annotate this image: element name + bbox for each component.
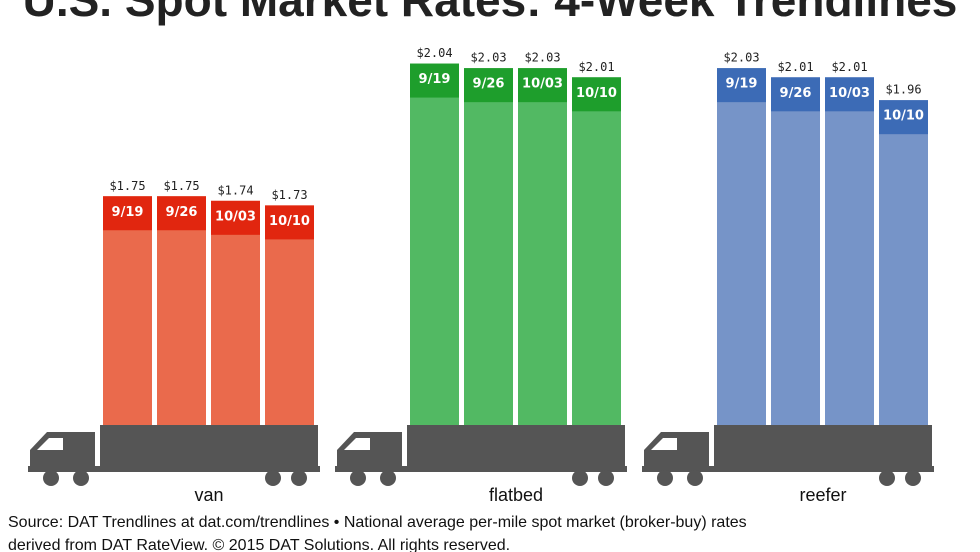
date-band: [518, 68, 567, 103]
truck-cab: [337, 432, 402, 470]
bar: [825, 77, 874, 426]
cab-window: [344, 438, 370, 450]
wheel: [350, 470, 366, 486]
value-label: $2.01: [831, 60, 867, 74]
bar: [717, 68, 766, 426]
value-label: $2.03: [470, 51, 506, 65]
date-label: 9/26: [780, 86, 812, 101]
bar: [572, 77, 621, 426]
date-label: 10/10: [883, 109, 924, 124]
truck-cab: [644, 432, 709, 470]
cab-window: [651, 438, 677, 450]
date-label: 9/19: [112, 205, 144, 220]
bar: [771, 77, 820, 426]
bar: [103, 196, 152, 425]
value-label: $1.74: [217, 183, 253, 197]
date-label: 9/26: [166, 205, 198, 220]
wheel: [572, 470, 588, 486]
bar: [464, 68, 513, 426]
date-label: 10/03: [829, 86, 870, 101]
date-label: 9/19: [419, 72, 451, 87]
bar: [410, 63, 459, 425]
value-label: $2.01: [578, 60, 614, 74]
wheel: [905, 470, 921, 486]
wheel: [43, 470, 59, 486]
date-label: 9/19: [726, 77, 758, 92]
trailer: [714, 425, 932, 469]
cab-window: [37, 438, 63, 450]
date-band: [103, 196, 152, 231]
chassis: [335, 466, 627, 472]
date-band: [879, 100, 928, 135]
bar: [157, 196, 206, 425]
wheel: [73, 470, 89, 486]
wheel: [879, 470, 895, 486]
value-label: $2.04: [416, 46, 452, 60]
source-line: derived from DAT RateView. © 2015 DAT So…: [8, 537, 510, 552]
date-band: [410, 63, 459, 98]
date-band: [157, 196, 206, 231]
date-band: [464, 68, 513, 103]
chassis: [28, 466, 320, 472]
wheel: [291, 470, 307, 486]
value-label: $1.73: [271, 188, 307, 202]
value-label: $2.03: [524, 51, 560, 65]
date-label: 10/03: [522, 77, 563, 92]
date-band: [771, 77, 820, 112]
date-label: 9/26: [473, 77, 505, 92]
category-label: reefer: [799, 485, 846, 505]
date-label: 10/10: [269, 214, 310, 229]
bar: [518, 68, 567, 426]
date-band: [825, 77, 874, 112]
chart-title: U.S. Spot Market Rates: 4-Week Trendline…: [23, 0, 958, 26]
date-band: [717, 68, 766, 103]
trailer: [407, 425, 625, 469]
value-label: $1.96: [885, 83, 921, 97]
category-label: van: [194, 485, 223, 505]
date-band: [211, 200, 260, 235]
source-line: Source: DAT Trendlines at dat.com/trendl…: [8, 514, 747, 531]
date-band: [572, 77, 621, 112]
date-label: 10/03: [215, 209, 256, 224]
wheel: [265, 470, 281, 486]
date-label: 10/10: [576, 86, 617, 101]
bar: [211, 200, 260, 425]
trailer: [100, 425, 318, 469]
wheel: [657, 470, 673, 486]
chassis: [642, 466, 934, 472]
value-label: $1.75: [163, 179, 199, 193]
date-band: [265, 205, 314, 240]
value-label: $2.01: [777, 60, 813, 74]
category-label: flatbed: [489, 485, 543, 505]
truck-cab: [30, 432, 95, 470]
bar: [879, 100, 928, 426]
value-label: $2.03: [723, 51, 759, 65]
wheel: [598, 470, 614, 486]
wheel: [380, 470, 396, 486]
bar: [265, 205, 314, 425]
wheel: [687, 470, 703, 486]
value-label: $1.75: [109, 179, 145, 193]
